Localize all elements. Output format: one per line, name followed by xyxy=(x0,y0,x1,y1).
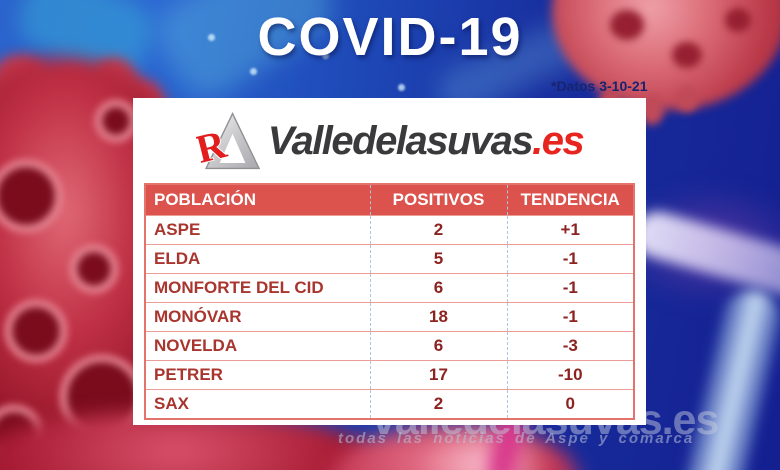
covid-data-table: POBLACIÓN POSITIVOS TENDENCIA ASPE 2 +1 … xyxy=(144,183,635,420)
poblacion-cell: ASPE xyxy=(145,215,370,245)
positivos-cell: 18 xyxy=(369,302,507,332)
positivos-cell: 5 xyxy=(369,244,507,274)
positivos-cell: 17 xyxy=(369,360,507,390)
positivos-cell: 2 xyxy=(369,215,507,245)
poblacion-cell: ELDA xyxy=(145,244,370,274)
bokeh-dot xyxy=(250,68,257,75)
header-tendencia: TENDENCIA xyxy=(506,184,634,216)
table-row: ELDA 5 -1 xyxy=(145,244,634,274)
tendencia-cell: -3 xyxy=(506,331,634,361)
site-watermark-tagline: todas las noticias de Aspe y comarca xyxy=(338,430,695,447)
tendencia-cell: -1 xyxy=(506,302,634,332)
data-card: R Valledelasuvas.es POBLACIÓN POSITIVOS … xyxy=(133,98,646,425)
positivos-cell: 2 xyxy=(369,389,507,419)
data-date-note: *Datos 3-10-21 xyxy=(551,78,648,94)
header-poblacion: POBLACIÓN xyxy=(145,184,370,216)
table-header-row: POBLACIÓN POSITIVOS TENDENCIA xyxy=(145,184,634,216)
virus-cell-ring xyxy=(60,355,144,439)
table-row: NOVELDA 6 -3 xyxy=(145,331,634,361)
coronavirus-spike xyxy=(676,86,698,112)
site-logo: R Valledelasuvas.es xyxy=(133,102,646,180)
poblacion-cell: SAX xyxy=(145,389,370,419)
virus-cell-ring xyxy=(0,160,62,232)
poblacion-cell: PETRER xyxy=(145,360,370,390)
bokeh-dot xyxy=(398,84,405,91)
poblacion-cell: MONÓVAR xyxy=(145,302,370,332)
poblacion-cell: MONFORTE DEL CID xyxy=(145,273,370,303)
table-row: PETRER 17 -10 xyxy=(145,360,634,390)
virus-cell-ring xyxy=(5,300,67,362)
tendencia-cell: 0 xyxy=(506,389,634,419)
header-positivos: POSITIVOS xyxy=(369,184,507,216)
page-title: COVID-19 xyxy=(257,7,523,67)
virus-cell-ring xyxy=(95,100,137,142)
tendencia-cell: -10 xyxy=(506,360,634,390)
positivos-cell: 6 xyxy=(369,273,507,303)
tendencia-cell: -1 xyxy=(506,273,634,303)
logo-name: Valledelasuvas xyxy=(267,118,534,163)
positivos-cell: 6 xyxy=(369,331,507,361)
valledelasuvas-logo-icon: R xyxy=(196,111,260,171)
tendencia-cell: +1 xyxy=(506,215,634,245)
tendencia-cell: -1 xyxy=(506,244,634,274)
table-row: MONÓVAR 18 -1 xyxy=(145,302,634,332)
syringe-band-decoration xyxy=(629,206,780,312)
virus-cells-left xyxy=(40,64,105,134)
virus-cell-ring xyxy=(70,245,118,293)
poblacion-cell: NOVELDA xyxy=(145,331,370,361)
virus-cell-ring xyxy=(0,405,43,463)
table-row: ASPE 2 +1 xyxy=(145,215,634,245)
table-row: SAX 2 0 xyxy=(145,389,634,419)
logo-tld: .es xyxy=(532,118,585,163)
table-row: MONFORTE DEL CID 6 -1 xyxy=(145,273,634,303)
logo-wordmark: Valledelasuvas.es xyxy=(267,118,585,164)
